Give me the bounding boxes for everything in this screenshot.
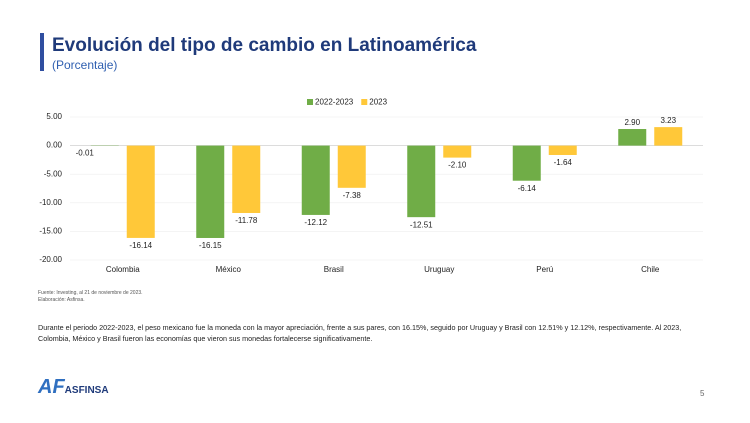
logo: AFASFINSA <box>38 376 109 399</box>
value-label: -1.64 <box>554 158 573 167</box>
value-label: -16.15 <box>199 241 222 250</box>
y-tick-label: 0.00 <box>46 141 62 150</box>
value-label: -7.38 <box>343 191 362 200</box>
bar <box>618 129 647 146</box>
y-tick-label: -15.00 <box>39 227 62 236</box>
value-label: 3.23 <box>660 116 676 125</box>
bar <box>407 145 436 218</box>
bar <box>301 145 330 215</box>
x-tick-label: México <box>216 265 242 274</box>
bar <box>654 127 683 146</box>
value-label: -12.12 <box>304 218 327 227</box>
y-tick-label: 5.00 <box>46 112 62 121</box>
value-label: -12.51 <box>410 220 433 229</box>
value-label: -16.14 <box>129 241 152 250</box>
page-number: 5 <box>700 389 705 398</box>
value-label: -2.10 <box>448 161 467 170</box>
credit: Elaboración: Asfinsa. <box>38 297 85 303</box>
value-label: -0.01 <box>76 149 95 158</box>
y-tick-label: -20.00 <box>39 255 62 264</box>
logo-mark: AF <box>38 376 65 398</box>
x-tick-label: Uruguay <box>424 265 454 274</box>
x-tick-label: Perú <box>536 265 553 274</box>
legend-label: 2022-2023 <box>315 98 354 107</box>
chart-title: Evolución del tipo de cambio en Latinoam… <box>52 35 477 56</box>
accent-bar <box>40 33 44 71</box>
x-tick-label: Brasil <box>324 265 344 274</box>
bar <box>443 145 472 158</box>
logo-text: ASFINSA <box>64 385 109 396</box>
x-tick-label: Colombia <box>106 265 140 274</box>
legend-swatch <box>361 99 368 105</box>
chart-subtitle: (Porcentaje) <box>52 58 118 72</box>
y-tick-label: -10.00 <box>39 198 62 207</box>
bar <box>337 145 366 188</box>
value-label: -6.14 <box>518 184 537 193</box>
legend-label: 2023 <box>369 98 387 107</box>
source: Fuente: Investing, al 21 de noviembre de… <box>38 290 143 296</box>
y-tick-label: -5.00 <box>44 169 63 178</box>
bar <box>126 145 155 238</box>
bar <box>512 145 541 181</box>
x-tick-label: Chile <box>641 265 660 274</box>
paragraph: Durante el periodo 2022-2023, el peso me… <box>38 323 682 343</box>
bar <box>548 145 577 155</box>
bar <box>196 145 225 238</box>
value-label: 2.90 <box>624 118 640 127</box>
legend-swatch <box>307 99 313 105</box>
value-label: -11.78 <box>235 216 258 225</box>
bar <box>232 145 261 213</box>
